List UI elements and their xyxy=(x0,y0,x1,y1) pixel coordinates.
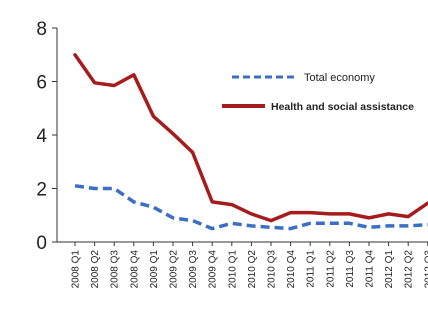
series-line-health-social-assistance xyxy=(73,53,428,223)
x-tick-label: 2009 Q2 xyxy=(169,250,180,289)
legend-label-health-social-assistance: Health and social assistance xyxy=(271,101,414,113)
x-tick-label: 2009 Q4 xyxy=(208,250,219,289)
x-tick-label: 2010 Q1 xyxy=(227,250,238,289)
x-tick-label: 2008 Q3 xyxy=(110,250,121,289)
x-tick-label: 2008 Q1 xyxy=(71,250,82,289)
y-tick-label: 8 xyxy=(36,19,47,40)
x-tick-label: 2009 Q1 xyxy=(149,250,160,289)
y-tick-label: 0 xyxy=(36,233,47,254)
x-tick-label: 2012 Q2 xyxy=(404,250,415,289)
axes: 0 2 4 6 8 2008 Q1 2008 Q2 2008 Q3 2008 Q4 2009 Q1… xyxy=(36,19,428,288)
x-tick-label: 2008 Q4 xyxy=(129,250,140,289)
legend-label-total-economy: Total economy xyxy=(304,72,375,84)
x-tick-label: 2009 Q3 xyxy=(188,250,199,289)
legend: Total economy Health and social assistanc… xyxy=(222,72,414,113)
x-tick-label: 2011 Q3 xyxy=(345,250,356,288)
x-tick-label: 2012 Q3 xyxy=(423,250,428,289)
y-tick-label: 6 xyxy=(36,73,47,94)
x-tick-label: 2008 Q2 xyxy=(90,250,101,289)
x-tick-label: 2011 Q1 xyxy=(306,250,317,288)
x-tick-label: 2010 Q4 xyxy=(286,250,297,289)
series-group xyxy=(73,53,428,231)
series-line-total-economy xyxy=(74,184,428,231)
x-tick-label: 2011 Q2 xyxy=(325,250,336,288)
x-tick-label: 2010 Q2 xyxy=(247,250,258,289)
x-tick-label: 2012 Q1 xyxy=(384,250,395,289)
x-tick-label: 2011 Q4 xyxy=(365,250,376,288)
y-tick-label: 2 xyxy=(36,180,47,201)
y-tick-label: 4 xyxy=(36,126,47,147)
x-tick-label: 2010 Q3 xyxy=(267,250,278,289)
